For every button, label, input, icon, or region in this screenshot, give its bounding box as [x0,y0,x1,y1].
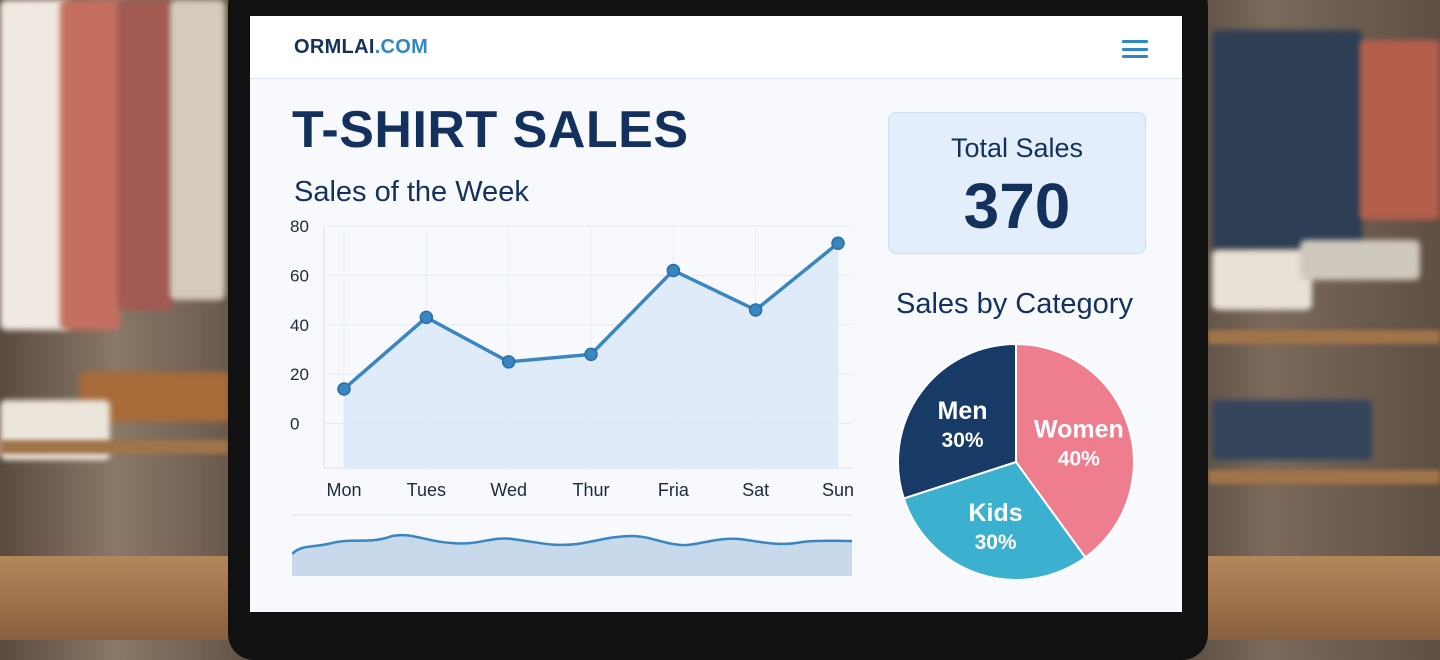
data-point [666,263,681,278]
pie-slice-kids [902,460,1087,581]
x-tick-label: Fria [658,480,690,500]
mini-trend-area [292,535,852,576]
y-tick-label: 40 [290,316,309,335]
sales-by-category-pie-chart: Women 40% Kids 30% Men 30% [897,342,1135,581]
pie-slice-men [897,342,1017,500]
brand-logo[interactable]: ORMLAI.COM [294,36,428,59]
hamburger-menu-icon[interactable] [1122,40,1148,58]
data-point [831,236,845,251]
mini-trend-line [292,533,853,555]
total-sales-label: Total Sales [950,133,1084,163]
background-shelf [0,440,228,454]
brand-name-part1: ORMLAI [294,36,375,58]
background-shelf [1208,330,1440,344]
pie-percent-label: 40% [1058,448,1100,471]
y-tick-label: 60 [290,266,309,285]
top-navigation-bar: ORMLAI.COM [250,16,1182,79]
category-chart-title: Sales by Category [896,288,1133,320]
weekly-chart-title: Sales of the Week [294,176,529,208]
x-tick-label: Sat [742,480,769,500]
total-sales-value: 370 [963,170,1071,242]
pie-label: Kids [968,499,1022,527]
background-shirt [170,0,225,300]
background-shirt [0,0,70,330]
pie-percent-label: 30% [942,429,984,452]
y-tick-label: 0 [290,415,299,434]
pie-label: Women [1034,416,1124,444]
x-tick-label: Tues [407,480,446,500]
pie-percent-label: 30% [975,531,1017,554]
dashboard-screen: ORMLAI.COM T-SHIRT SALES Sales of the We… [250,16,1182,612]
pie-slice-women [1015,342,1135,559]
pie-label: Men [938,397,988,425]
mini-trend-chart [292,514,853,576]
weekly-sales-line-chart: 0 20 40 60 80 Mon Tues Wed Thur Fria Sat Sun [290,217,854,500]
background-folded [1212,400,1372,460]
data-point [419,310,434,325]
background-folded [1300,240,1420,280]
page-title: T-SHIRT SALES [292,101,689,159]
background-shelf [1208,470,1440,484]
data-point [748,303,763,317]
y-tick-label: 20 [290,365,309,384]
data-point [584,347,598,362]
y-tick-label: 80 [290,217,309,236]
background-shirt [1360,40,1440,220]
background-shirt [60,0,120,330]
background-folded [1212,250,1312,310]
brand-name-part2: .COM [374,36,429,58]
background-shirt [1212,30,1362,250]
data-point [337,382,351,396]
x-tick-label: Wed [490,480,527,500]
background-shirt [118,0,173,310]
x-tick-label: Sun [822,480,854,500]
x-tick-label: Mon [326,480,361,500]
total-sales-card: Total Sales 370 [888,112,1146,254]
x-tick-label: Thur [572,480,609,500]
data-point [501,355,516,369]
